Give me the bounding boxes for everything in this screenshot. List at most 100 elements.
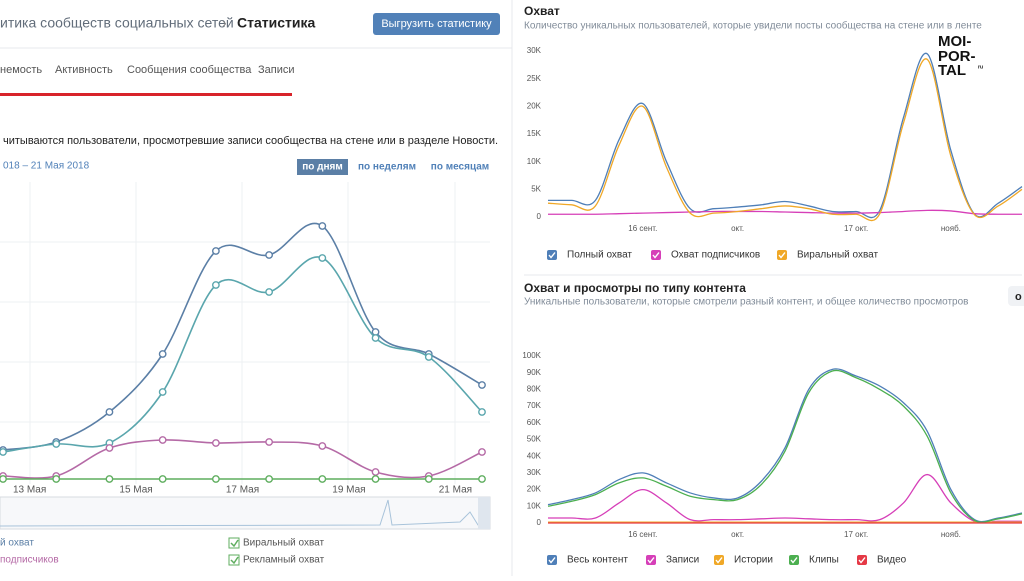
navigator-handle[interactable]: [478, 497, 490, 529]
y-tick-label: 30K: [527, 468, 542, 477]
point: [0, 448, 7, 456]
navigator-line: [0, 499, 491, 527]
tab[interactable]: Активность: [55, 64, 113, 76]
point: [211, 439, 220, 447]
legend-label: Рекламный охват: [243, 555, 325, 566]
y-tick-label: 30K: [527, 46, 542, 55]
legend-label: подписчиков: [0, 555, 59, 566]
period-button[interactable]: по дням: [302, 162, 343, 173]
legend-label: Истории: [734, 555, 773, 566]
point: [371, 468, 380, 476]
point: [211, 281, 220, 289]
legend-check: [858, 557, 866, 564]
chart-subtitle: Количество уникальных пользователей, кот…: [524, 20, 982, 32]
series-line: [547, 368, 1023, 523]
side-button[interactable]: [1008, 286, 1024, 306]
point: [211, 475, 220, 483]
series-line: [547, 58, 1023, 222]
export-button[interactable]: [373, 13, 500, 35]
point: [265, 438, 274, 446]
point: [371, 334, 380, 342]
tab[interactable]: Сообщения сообщества: [127, 64, 252, 76]
y-tick-label: 90K: [527, 368, 542, 377]
checkbox[interactable]: [228, 537, 240, 549]
point: [478, 448, 486, 456]
legend-check: [548, 557, 556, 564]
point: [105, 408, 114, 416]
period-button[interactable]: по месяцам: [431, 162, 489, 173]
export-button-label[interactable]: Выгрузить статистику: [381, 18, 492, 30]
legend-checkbox[interactable]: [547, 250, 557, 260]
x-tick-label: 13 Мая: [13, 485, 46, 496]
legend-check: [790, 557, 798, 564]
legend-checkbox[interactable]: [857, 555, 867, 565]
point: [105, 475, 114, 483]
y-tick-label: 20K: [527, 101, 542, 110]
tab[interactable]: немость: [0, 64, 42, 76]
legend-checkbox[interactable]: [547, 555, 557, 565]
point: [478, 408, 486, 416]
x-tick-label: 17 окт.: [844, 224, 868, 233]
period-button[interactable]: по неделям: [358, 162, 416, 173]
breadcrumb-separator: ›: [222, 15, 227, 31]
legend-checkbox[interactable]: [651, 250, 661, 260]
logo: MOI- POR- TAL ru: [938, 33, 983, 79]
point: [52, 440, 61, 448]
y-tick-label: 10K: [527, 157, 542, 166]
legend-checkbox[interactable]: [646, 555, 656, 565]
point: [158, 388, 167, 396]
point: [424, 475, 433, 483]
legend-label: Клипы: [809, 555, 839, 566]
tab[interactable]: Записи: [258, 64, 295, 76]
point: [318, 442, 327, 450]
legend-check: [715, 557, 723, 564]
point: [478, 381, 486, 389]
point: [158, 436, 167, 444]
legend-checkbox[interactable]: [789, 555, 799, 565]
checkbox[interactable]: [228, 554, 240, 566]
chart-subtitle: Уникальные пользователи, которые смотрел…: [524, 296, 968, 308]
side-button-label[interactable]: о: [1015, 291, 1022, 303]
series-line: [547, 369, 1023, 523]
period-button-active[interactable]: [297, 159, 348, 175]
y-tick-label: 10K: [527, 501, 542, 510]
series-line: [2, 439, 483, 479]
point: [318, 254, 327, 262]
y-tick-label: 25K: [527, 74, 542, 83]
series-line: [548, 53, 1023, 219]
y-tick-label: 80K: [527, 385, 542, 394]
point: [158, 475, 167, 483]
date-range[interactable]: 018 – 21 Мая 2018: [3, 161, 90, 172]
x-tick-label: нояб.: [941, 224, 961, 233]
point: [265, 288, 274, 296]
range-navigator[interactable]: [0, 496, 491, 530]
y-tick-label: 0: [537, 212, 542, 221]
y-tick-label: 60K: [527, 418, 542, 427]
legend-check: [778, 252, 786, 259]
point: [265, 475, 274, 483]
legend-label: Охват подписчиков: [671, 250, 760, 261]
point: [265, 251, 274, 259]
point: [478, 475, 486, 483]
x-tick-label: 15 Мая: [119, 485, 152, 496]
logo-text: ru: [978, 64, 983, 70]
breadcrumb[interactable]: итика сообществ социальных сетей: [0, 15, 234, 31]
y-tick-label: 5K: [531, 184, 541, 193]
x-tick-label: 17 окт.: [844, 530, 868, 539]
logo-text: POR-: [938, 48, 976, 65]
legend-checkbox[interactable]: [777, 250, 787, 260]
y-tick-label: 100K: [522, 351, 541, 360]
x-tick-label: 17 Мая: [226, 485, 259, 496]
breadcrumb-current: Статистика: [237, 15, 315, 31]
point: [211, 247, 220, 255]
point: [424, 353, 433, 361]
series-line: [548, 473, 1022, 524]
logo-text: MOI-: [938, 33, 971, 50]
tab-underline: [0, 93, 292, 96]
chart-title: Охват и просмотры по типу контента: [524, 281, 746, 295]
legend-checkbox[interactable]: [714, 555, 724, 565]
legend-label: Виральный охват: [243, 538, 324, 549]
point: [371, 475, 380, 483]
series-line: [548, 209, 1023, 215]
legend-check: [647, 557, 655, 564]
